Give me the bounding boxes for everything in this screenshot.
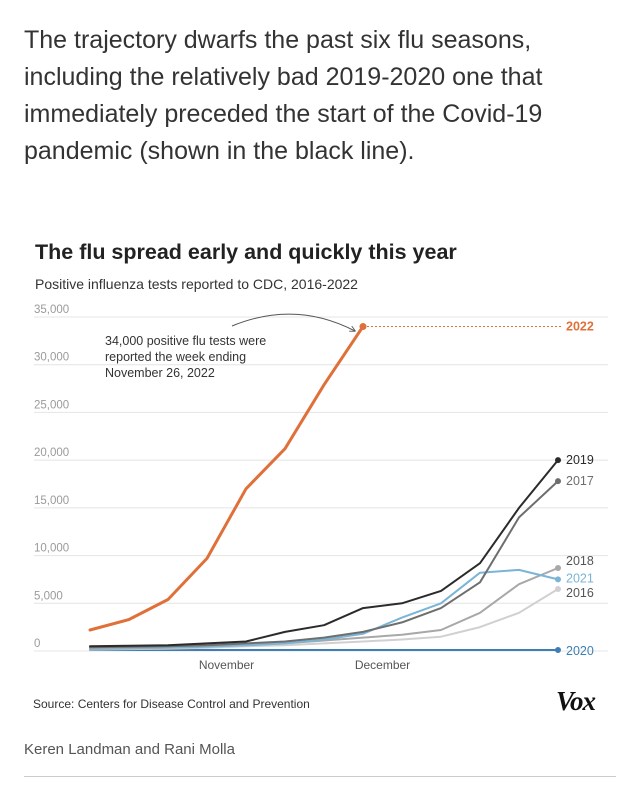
line-chart: 0 5,000 10,000 15,000 20,000 25,000 30,000 35,0… (34, 304, 608, 672)
series-label-2022: 2022 (566, 320, 594, 334)
divider (24, 776, 616, 777)
y-tick-label: 25,000 (34, 399, 69, 411)
x-tick-label: November (199, 658, 254, 672)
chart-subtitle: Positive influenza tests reported to CDC… (35, 276, 358, 292)
series-line-2021 (89, 568, 559, 650)
y-tick-label: 35,000 (34, 304, 69, 316)
y-tick-label: 15,000 (34, 495, 69, 507)
annotation-line-2: reported the week ending (105, 350, 246, 364)
series-label-2018: 2018 (566, 554, 594, 568)
y-tick-label: 10,000 (34, 543, 69, 555)
series-endpoint-2017 (555, 478, 561, 485)
annotation-line-3: November 26, 2022 (105, 366, 215, 380)
chart-title: The flu spread early and quickly this ye… (35, 240, 457, 264)
x-tick-label: December (355, 658, 410, 672)
series-label-2021: 2021 (566, 571, 594, 585)
series-label-2020: 2020 (566, 644, 594, 658)
series-endpoint-2019 (555, 457, 561, 464)
series-label-2017: 2017 (566, 474, 594, 488)
series-line-2017 (89, 480, 559, 649)
y-tick-label: 30,000 (34, 352, 69, 364)
series-label-2016: 2016 (566, 586, 594, 600)
y-tick-label: 5,000 (34, 590, 63, 602)
series-endpoint-2016 (555, 585, 561, 592)
series-label-2019: 2019 (566, 453, 594, 467)
source-note: Source: Centers for Disease Control and … (33, 697, 310, 711)
annotation-line-1: 34,000 positive flu tests were (105, 334, 266, 348)
series-endpoint-2021 (555, 576, 561, 583)
series-endpoint-2022 (359, 323, 367, 331)
series-line-2022 (88, 325, 365, 632)
annotation-arrow (231, 313, 355, 331)
series-endpoint-2018 (555, 564, 561, 571)
series-line-2019 (89, 459, 559, 648)
y-tick-label: 0 (34, 638, 40, 650)
series-endpoint-2020 (555, 647, 561, 654)
caption: The trajectory dwarfs the past six flu s… (24, 26, 543, 165)
byline: Keren Landman and Rani Molla (24, 741, 235, 758)
vox-logo: Vox (556, 686, 596, 716)
y-tick-label: 20,000 (34, 447, 69, 459)
